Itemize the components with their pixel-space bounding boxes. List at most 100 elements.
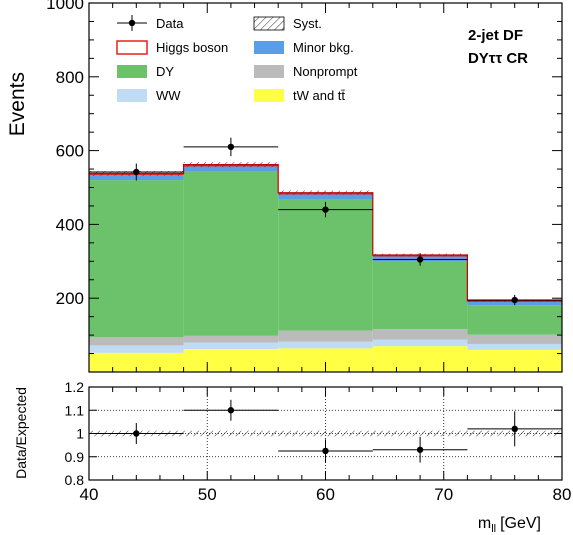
ratio-marker-3 <box>416 446 424 453</box>
ratio-ytick-label-1.2: 1.2 <box>65 379 85 395</box>
ytick-label-1000: 1000 <box>46 0 84 13</box>
legend-item-ww: WW <box>117 88 181 103</box>
legend-item-tw-and-tt-: tW and tt̄ <box>254 88 345 103</box>
xtick-label-40: 40 <box>80 485 99 504</box>
legend-label-tw-and-tt-: tW and tt̄ <box>293 88 345 103</box>
ratio-point-3 <box>372 436 468 463</box>
bar-minor-bkg--1 <box>183 166 279 172</box>
legend-swatch-higgs-boson <box>116 40 148 55</box>
y-axis-label: Events <box>6 72 29 136</box>
ratio-syst-3 <box>372 430 468 437</box>
data-marker-4 <box>511 296 518 304</box>
data-point-3 <box>372 253 468 266</box>
stacked-bars <box>89 164 562 372</box>
xtick-label-50: 50 <box>198 485 217 504</box>
ratio-point-1 <box>183 399 279 421</box>
data-point-0 <box>89 163 184 181</box>
bar-ww-0 <box>89 345 184 353</box>
legend-item-data: Data <box>117 15 184 31</box>
ratio-axis-ticks: 0.8 0.9 1 1.1 1.2 40 50 60 70 80 <box>65 379 572 504</box>
legend-swatch-nonprompt <box>254 65 284 78</box>
legend-label-ww: WW <box>156 88 181 103</box>
data-marker-1 <box>227 143 235 151</box>
ratio-point-0 <box>89 423 184 444</box>
annotation-line-2: DYττ CR <box>468 50 528 67</box>
ytick-label-400: 400 <box>56 215 84 234</box>
ratio-y-axis-label: Data/Expected <box>13 387 29 479</box>
bar-dy-1 <box>183 171 279 336</box>
bar-tw-and-tt--2 <box>278 348 373 372</box>
legend-label-dy: DY <box>156 64 174 79</box>
ratio-marker-1 <box>227 407 235 414</box>
ratio-points <box>89 399 562 463</box>
bar-nonprompt-4 <box>467 334 562 344</box>
legend-label-minor-bkg-: Minor bkg. <box>293 40 354 55</box>
legend: Data Syst. Higgs boson Minor bkg. DY Nonpromp… <box>116 15 358 103</box>
ratio-panel: 0.8 0.9 1 1.1 1.2 40 50 60 70 80 Data/Expected <box>13 379 571 504</box>
x-axis-label-sub: ll <box>491 523 496 535</box>
ratio-point-2 <box>278 439 373 463</box>
bar-dy-0 <box>89 180 184 338</box>
legend-label-higgs-boson: Higgs boson <box>156 40 228 55</box>
xtick-label-80: 80 <box>553 485 572 504</box>
bar-nonprompt-3 <box>372 329 468 340</box>
bar-ww-2 <box>278 341 373 349</box>
main-panel: 200 400 600 800 1000 Events <box>6 0 563 373</box>
annotation-line-1: 2-jet DF <box>468 27 523 44</box>
bar-minor-bkg--2 <box>278 194 373 200</box>
main-axis-ticks: 200 400 600 800 1000 <box>46 0 563 372</box>
legend-data-marker <box>128 19 136 27</box>
legend-label-data: Data <box>156 16 184 31</box>
legend-swatch-tw-and-tt- <box>254 89 284 102</box>
bar-tw-and-tt--4 <box>467 349 562 372</box>
legend-label-nonprompt: Nonprompt <box>293 64 358 79</box>
legend-item-nonprompt: Nonprompt <box>254 64 358 79</box>
x-axis-label-unit: [GeV] <box>500 515 541 532</box>
bar-ww-1 <box>183 342 279 350</box>
xtick-label-70: 70 <box>434 485 453 504</box>
ratio-syst-2 <box>278 430 373 437</box>
ratio-ytick-label-0.8: 0.8 <box>65 472 85 488</box>
data-marker-0 <box>133 168 140 176</box>
ratio-marker-2 <box>322 447 329 455</box>
data-point-2 <box>278 201 373 218</box>
legend-swatch-minor-bkg- <box>254 41 284 54</box>
bar-dy-2 <box>278 199 373 331</box>
bar-dy-3 <box>372 261 468 330</box>
ratio-marker-0 <box>133 430 140 437</box>
bar-nonprompt-0 <box>89 337 184 346</box>
legend-swatch-dy <box>117 65 147 78</box>
syst-band-1 <box>183 162 279 168</box>
ratio-syst-1 <box>183 430 279 437</box>
ratio-marker-4 <box>511 425 518 433</box>
bar-ww-4 <box>467 343 562 350</box>
data-point-1 <box>183 137 279 157</box>
ytick-label-600: 600 <box>56 142 84 161</box>
data-marker-3 <box>416 256 424 263</box>
legend-item-higgs-boson: Higgs boson <box>116 40 228 55</box>
legend-item-syst-: Syst. <box>253 16 322 31</box>
data-marker-2 <box>322 206 329 213</box>
legend-syst-swatch <box>253 16 285 31</box>
ratio-ytick-label-1.1: 1.1 <box>65 402 85 418</box>
legend-swatch-ww <box>117 89 147 102</box>
data-point-4 <box>467 294 562 306</box>
syst-band-2 <box>278 190 373 195</box>
legend-item-dy: DY <box>117 64 174 79</box>
ytick-label-200: 200 <box>56 289 84 308</box>
data-points <box>89 137 562 306</box>
bar-ww-3 <box>372 339 468 347</box>
ratio-point-4 <box>467 411 562 447</box>
x-axis-label-main: m <box>478 515 491 532</box>
bar-nonprompt-2 <box>278 330 373 342</box>
bar-dy-4 <box>467 305 562 335</box>
xtick-label-60: 60 <box>316 485 335 504</box>
bar-nonprompt-1 <box>183 335 279 343</box>
ytick-label-800: 800 <box>56 68 84 87</box>
ratio-ytick-label-0.9: 0.9 <box>65 449 85 465</box>
legend-item-minor-bkg-: Minor bkg. <box>254 40 354 55</box>
ratio-ytick-label-1: 1 <box>76 426 84 442</box>
legend-label-syst-: Syst. <box>293 16 322 31</box>
x-axis-label: mll [GeV] <box>478 515 541 535</box>
